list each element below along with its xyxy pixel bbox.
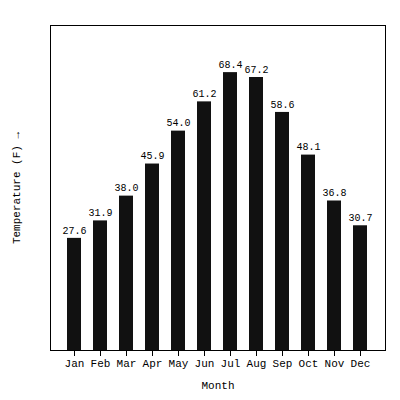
svg-text:Dec: Dec [351, 358, 371, 370]
svg-text:36.8: 36.8 [322, 188, 346, 199]
svg-text:54.0: 54.0 [166, 118, 190, 129]
svg-text:31.9: 31.9 [88, 208, 112, 219]
svg-text:58.6: 58.6 [270, 100, 294, 111]
svg-text:45.9: 45.9 [140, 151, 164, 162]
svg-text:Temperature (F) →: Temperature (F) → [11, 131, 23, 244]
svg-text:30.7: 30.7 [348, 213, 372, 224]
svg-text:Oct: Oct [299, 358, 319, 370]
svg-text:Apr: Apr [143, 358, 163, 370]
svg-text:Jan: Jan [65, 358, 85, 370]
svg-text:38.0: 38.0 [114, 183, 138, 194]
svg-text:61.2: 61.2 [192, 89, 216, 100]
svg-text:Aug: Aug [247, 358, 267, 370]
svg-text:Mar: Mar [117, 358, 137, 370]
svg-text:68.4: 68.4 [218, 60, 242, 71]
svg-text:Jul: Jul [221, 358, 241, 370]
svg-text:May: May [169, 358, 189, 370]
svg-text:Month: Month [201, 380, 234, 392]
svg-text:Nov: Nov [325, 358, 345, 370]
svg-text:Feb: Feb [91, 358, 111, 370]
svg-text:27.6: 27.6 [62, 226, 86, 237]
svg-text:67.2: 67.2 [244, 65, 268, 76]
svg-text:Jun: Jun [195, 358, 215, 370]
svg-text:48.1: 48.1 [296, 142, 320, 153]
svg-text:Sep: Sep [273, 358, 293, 370]
